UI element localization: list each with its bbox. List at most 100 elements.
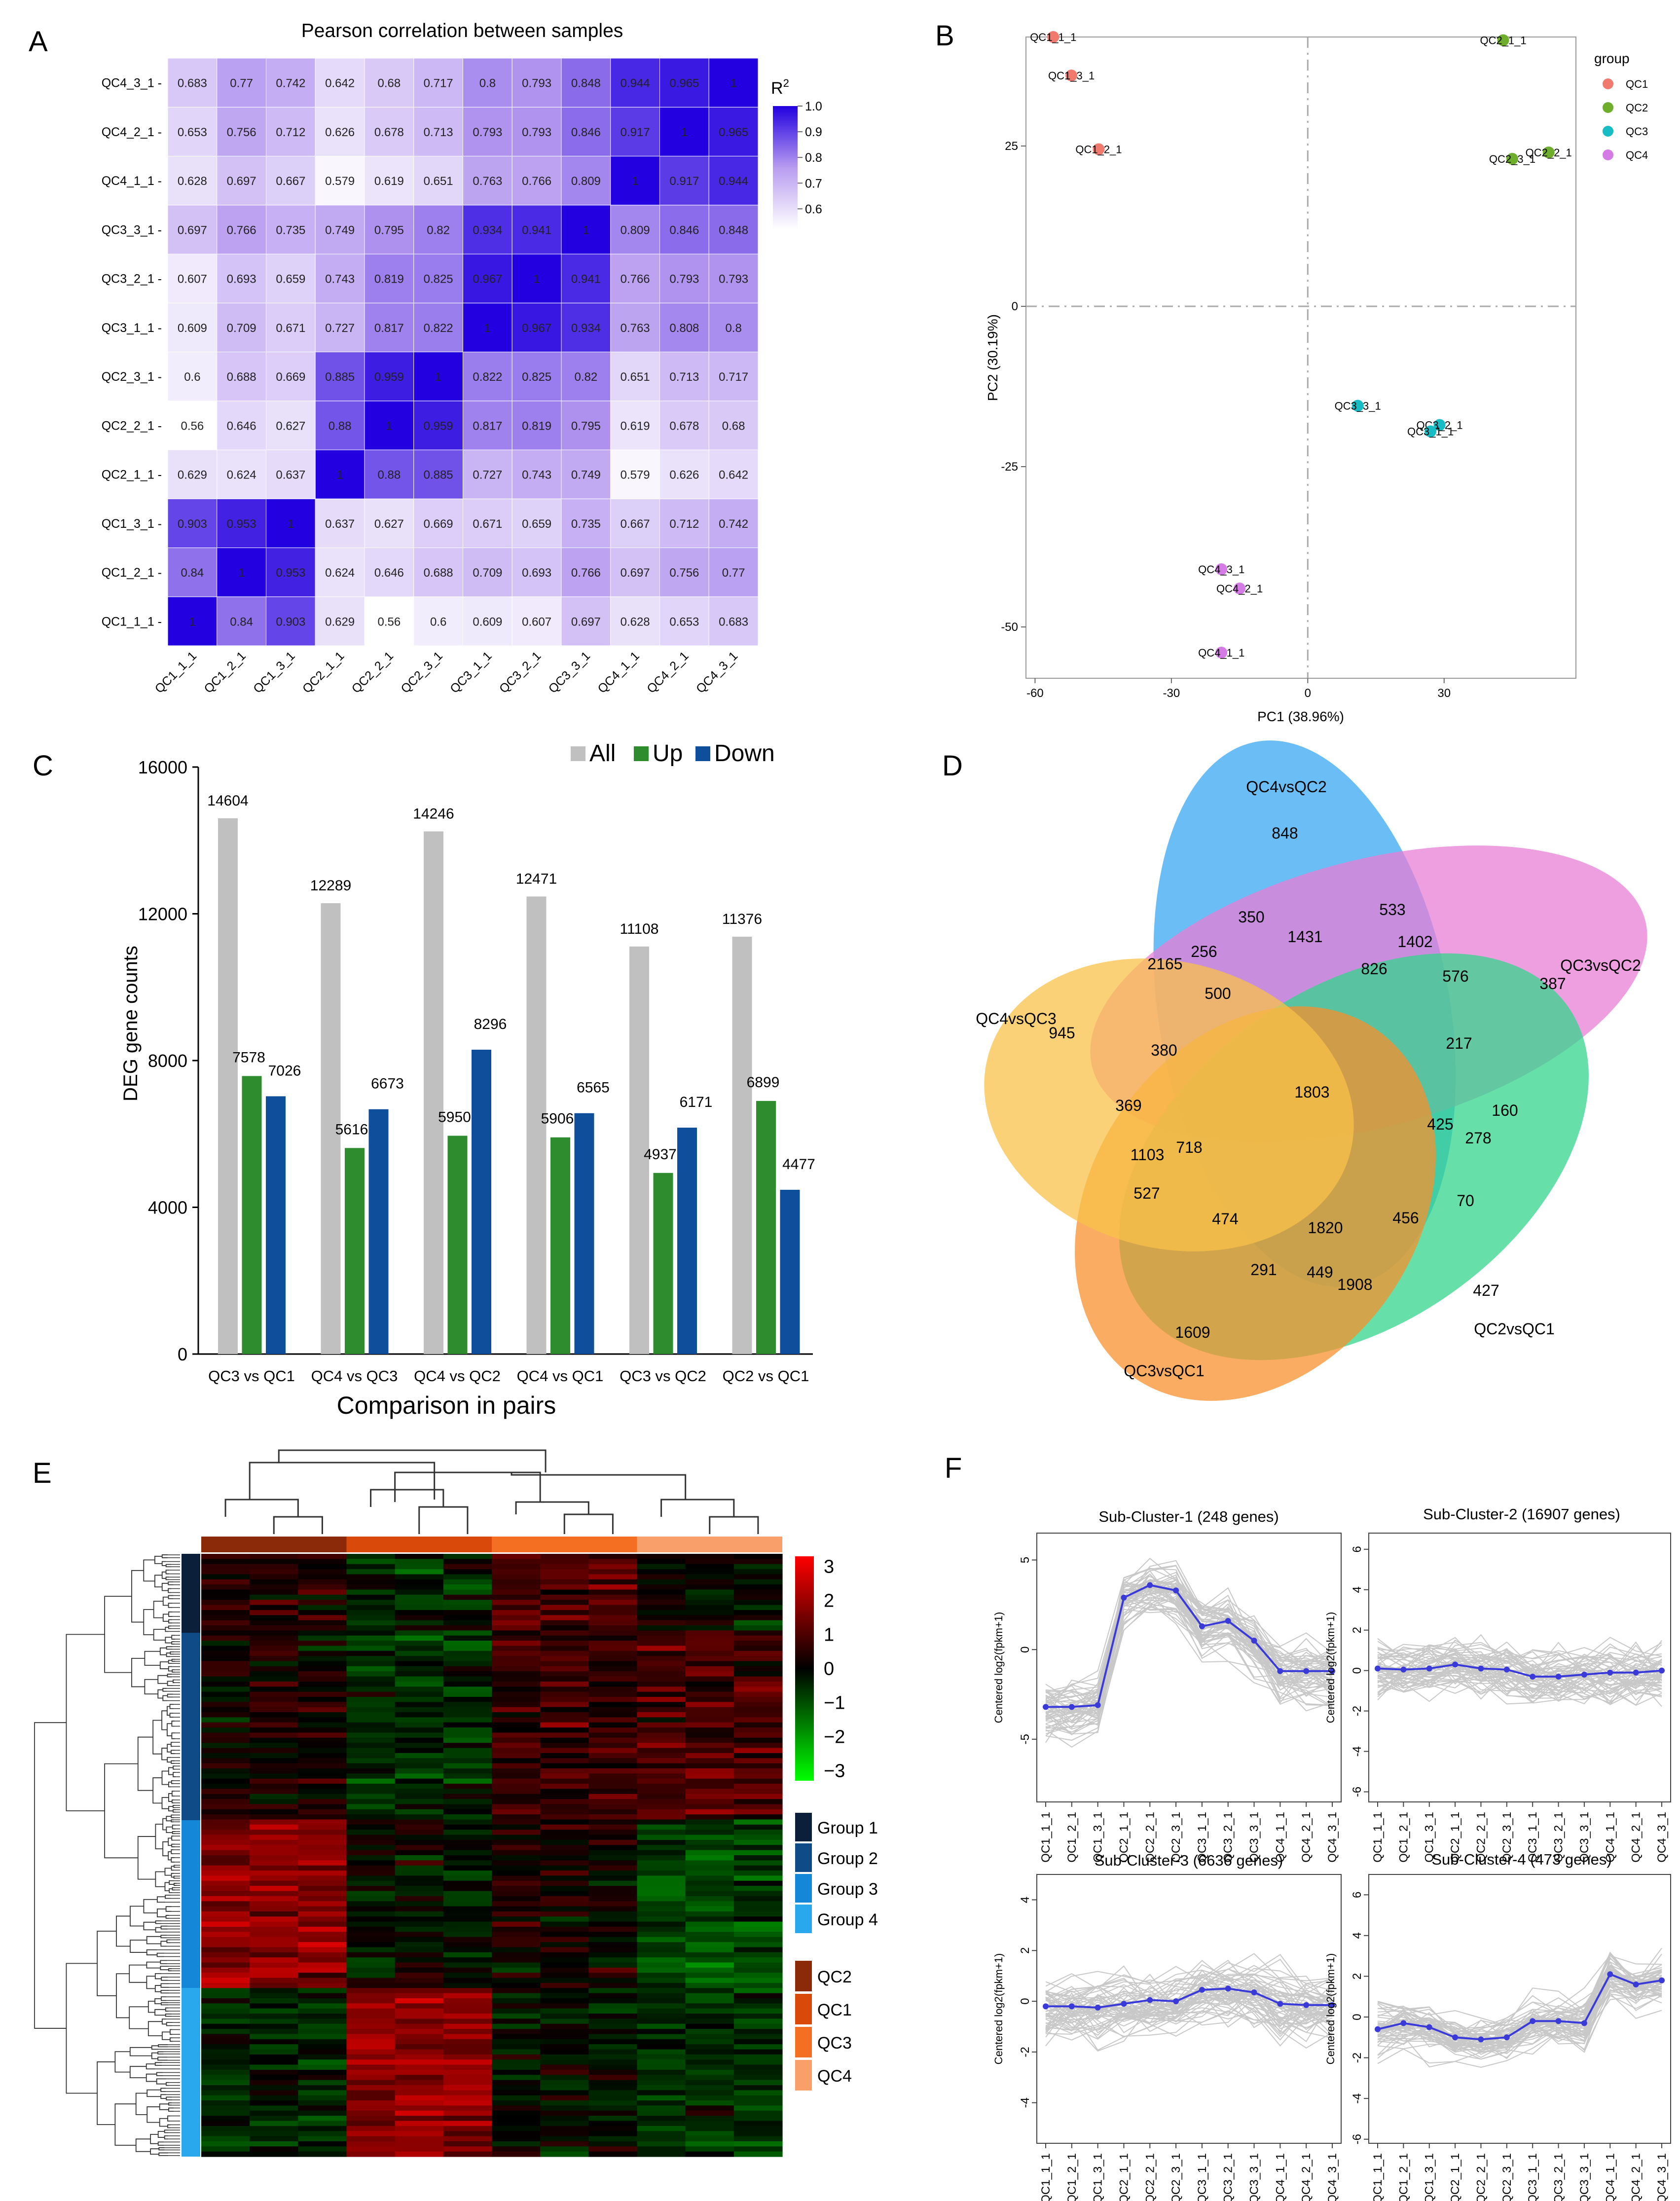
- expression-heatmap-cell: [395, 1641, 444, 1647]
- mean-profile-point: [1199, 1986, 1205, 1993]
- expression-heatmap-cell: [637, 1681, 686, 1687]
- expression-heatmap-cell: [733, 2049, 783, 2055]
- expression-heatmap-cell: [637, 2014, 686, 2019]
- expression-heatmap-cell: [637, 2064, 686, 2070]
- heatmap-cell: [610, 156, 660, 206]
- expression-heatmap-cell: [395, 1952, 444, 1958]
- expression-heatmap-cell: [733, 2085, 783, 2091]
- pca-legend-label: QC3: [1626, 125, 1648, 138]
- heatmap-cell: [708, 302, 759, 352]
- bar-down: [677, 1128, 697, 1354]
- expression-heatmap-cell: [298, 1671, 347, 1677]
- heatmap-column-label: QC3_1_1: [447, 649, 494, 696]
- heatmap-cell-value: 0.967: [473, 273, 502, 286]
- expression-heatmap-cell: [346, 1865, 396, 1871]
- expression-heatmap-cell: [733, 1937, 783, 1943]
- expression-heatmap-cell: [685, 1957, 734, 1963]
- row-dendrogram-branch: [135, 2092, 147, 2115]
- expression-heatmap-cell: [492, 2110, 541, 2116]
- row-dendrogram-branch: [166, 1816, 172, 1822]
- expression-heatmap-cell: [298, 2044, 347, 2050]
- bar-category-label: QC4 vs QC3: [311, 1367, 398, 1385]
- expression-heatmap-cell: [395, 1696, 444, 1702]
- expression-heatmap-cell: [637, 1748, 686, 1754]
- subcluster-x-tick-label: QC4_2_1: [1630, 1812, 1643, 1863]
- expression-heatmap-cell: [588, 2034, 638, 2040]
- expression-heatmap-cell: [346, 1871, 396, 1876]
- pca-x-tick-label: 30: [1437, 687, 1451, 700]
- bar-legend-swatch: [695, 746, 710, 761]
- expression-heatmap-cell: [250, 1753, 298, 1759]
- expression-heatmap-cell: [298, 1916, 347, 1922]
- expression-heatmap-cell: [201, 1814, 250, 1820]
- expression-heatmap-cell: [685, 1554, 734, 1559]
- heatmap-cell-value: 0.626: [325, 126, 355, 139]
- expression-heatmap-cell: [588, 1691, 638, 1697]
- expression-heatmap-cell: [588, 1661, 638, 1667]
- expression-heatmap-cell: [201, 2151, 250, 2157]
- heatmap-cell: [217, 156, 266, 206]
- row-dendrogram-branch: [160, 1990, 169, 1994]
- row-dendrogram-branch: [173, 1865, 176, 1868]
- expression-heatmap-cell: [395, 2080, 444, 2086]
- heatmap-cell-value: 0.77: [230, 77, 253, 90]
- expression-heatmap-cell: [346, 1651, 396, 1656]
- expression-heatmap-cell: [637, 1982, 686, 1988]
- row-dendrogram-branch: [164, 1868, 172, 1876]
- venn-region-count: 160: [1492, 1101, 1518, 1119]
- heatmap-cell-value: 0.627: [374, 517, 404, 531]
- expression-heatmap-cell: [685, 2014, 734, 2019]
- expression-heatmap-cell: [443, 1574, 492, 1580]
- expression-heatmap-cell: [733, 1635, 783, 1641]
- gene-profile-line: [1045, 1984, 1333, 2034]
- heatmap-cell: [561, 401, 611, 450]
- sample-group-bar: [637, 1537, 782, 1552]
- mean-profile-point: [1607, 1669, 1613, 1676]
- expression-heatmap-cell: [443, 1753, 492, 1759]
- row-dendrogram-branch: [160, 1983, 169, 1988]
- heatmap-cell-value: 0.766: [621, 273, 650, 286]
- expression-heatmap-cell: [540, 1880, 589, 1886]
- expression-heatmap-cell: [298, 1886, 347, 1892]
- expression-heatmap-cell: [588, 2105, 638, 2111]
- expression-heatmap-cell: [443, 1942, 492, 1948]
- expression-heatmap-cell: [250, 2085, 298, 2091]
- heatmap-cell: [315, 302, 365, 352]
- expression-heatmap-cell: [250, 2090, 298, 2096]
- expression-heatmap-cell: [588, 2069, 638, 2075]
- row-dendrogram-branch: [129, 2006, 148, 2029]
- expression-heatmap-cell: [250, 1625, 298, 1631]
- expression-heatmap-cell: [733, 1625, 783, 1631]
- expression-heatmap-cell: [637, 1886, 686, 1892]
- subcluster-plot-frame: [1036, 1874, 1342, 2144]
- expression-heatmap-cell: [540, 1967, 589, 1973]
- expression-heatmap-cell: [395, 1707, 444, 1713]
- bar-up: [756, 1100, 776, 1354]
- heatmap-cell-value: 0.683: [719, 615, 748, 628]
- expression-heatmap-cell: [637, 1722, 686, 1728]
- expression-heatmap-cell: [685, 1646, 734, 1651]
- subcluster-y-tick-label: -4: [1351, 1746, 1364, 1757]
- expression-heatmap-cell: [395, 1625, 444, 1631]
- expression-heatmap-cell: [588, 1967, 638, 1973]
- row-dendrogram-branch: [169, 2037, 173, 2042]
- row-dendrogram-branch: [161, 2031, 170, 2040]
- subcluster-y-tick-label: -6: [1351, 1787, 1364, 1797]
- expression-heatmap-cell: [298, 2029, 347, 2035]
- expression-heatmap-cell: [298, 1605, 347, 1611]
- expression-heatmap-cell: [685, 2054, 734, 2060]
- expression-heatmap-cell: [540, 1978, 589, 1983]
- expression-heatmap-cell: [298, 1753, 347, 1759]
- gene-profile-line: [1045, 1605, 1333, 1735]
- expression-heatmap-cell: [733, 1712, 783, 1718]
- expression-heatmap-cell: [346, 2069, 396, 2075]
- expression-heatmap-cell: [250, 1830, 298, 1835]
- expression-heatmap-cell: [250, 2059, 298, 2065]
- expression-heatmap-cell: [250, 1921, 298, 1927]
- row-dendrogram-branch: [159, 2103, 169, 2110]
- heatmap-cell-value: 1: [583, 223, 589, 237]
- pca-point: [1065, 70, 1078, 81]
- expression-heatmap-cell: [685, 1635, 734, 1641]
- expression-heatmap-cell: [443, 1845, 492, 1851]
